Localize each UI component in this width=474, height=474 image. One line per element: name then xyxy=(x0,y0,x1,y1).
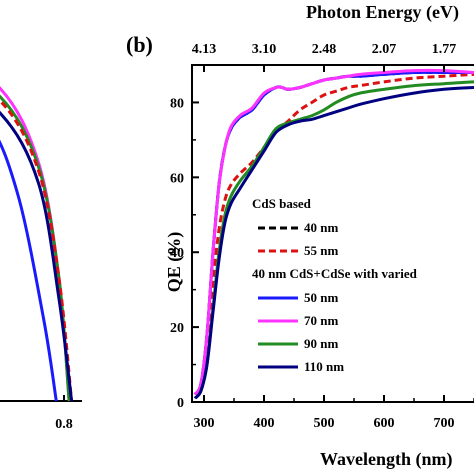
y-tick-label: 80 xyxy=(170,96,184,111)
panel-b: (b) Photon Energy (eV) Wavelength (nm) Q… xyxy=(126,2,474,470)
top-x-tick-label: 2.48 xyxy=(312,42,337,57)
y-tick-label: 0 xyxy=(177,396,184,411)
legend-group1-title: CdS based xyxy=(252,196,312,211)
x-tick-label: 700 xyxy=(434,416,455,431)
y-tick-label: 60 xyxy=(170,171,184,186)
y-axis-label: QE (%) xyxy=(164,232,185,293)
legend-entry-label: 55 nm xyxy=(304,243,338,258)
x-tick-label: 500 xyxy=(314,416,335,431)
panel-label: (b) xyxy=(126,32,153,57)
panel-a-series-line xyxy=(0,86,71,402)
x-tick-label: 600 xyxy=(374,416,395,431)
top-x-tick-label: 1.77 xyxy=(432,42,457,57)
legend-entry-label: 50 nm xyxy=(304,290,338,305)
y-tick-label: 20 xyxy=(170,321,184,336)
y-tick-label: 40 xyxy=(170,246,184,261)
series-line-110-nm xyxy=(193,85,474,400)
top-axis-label: Photon Energy (eV) xyxy=(306,2,459,23)
panel-a: 0.8 xyxy=(0,86,82,432)
legend-entry-label: 110 nm xyxy=(304,359,344,374)
panel-b-series xyxy=(193,68,474,400)
legend-entry-label: 90 nm xyxy=(304,336,338,351)
legend-group2-title: 40 nm CdS+CdSe with varied xyxy=(252,266,418,281)
series-line-70-nm xyxy=(193,68,474,396)
plot-frame xyxy=(191,64,474,403)
x-tick-label: 300 xyxy=(194,416,215,431)
panel-b-ticks: 300 400 500 600 700 0 20 40 60 80 4.13 3.10 2.48 2.07… xyxy=(170,42,474,431)
series-line-55-nm xyxy=(193,72,474,396)
x-axis-label: Wavelength (nm) xyxy=(320,449,453,470)
x-tick-label: 400 xyxy=(254,416,275,431)
panel-a-series-line xyxy=(0,139,58,402)
top-x-tick-label: 3.10 xyxy=(252,42,277,57)
legend-entry-label: 40 nm xyxy=(304,220,338,235)
panel-a-series-line xyxy=(0,98,74,402)
legend-entry-label: 70 nm xyxy=(304,313,338,328)
legend: CdS based 40 nm 55 nm 40 nm CdS+CdSe with v… xyxy=(252,196,418,374)
panel-a-x-tick-label: 0.8 xyxy=(55,417,73,432)
panel-a-series-line xyxy=(0,110,74,402)
top-x-tick-label: 4.13 xyxy=(192,42,217,57)
top-x-tick-label: 2.07 xyxy=(372,42,397,57)
